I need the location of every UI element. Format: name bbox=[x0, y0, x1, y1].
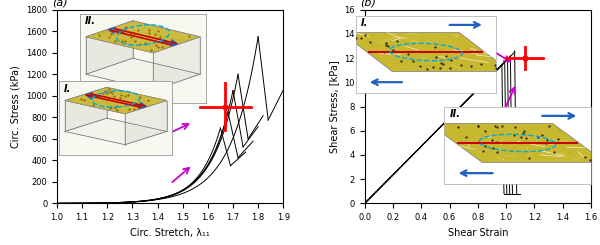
Y-axis label: Shear Stress, [kPa]: Shear Stress, [kPa] bbox=[329, 60, 339, 153]
Text: (b): (b) bbox=[360, 0, 376, 8]
Y-axis label: Circ. Stress (kPa): Circ. Stress (kPa) bbox=[11, 65, 20, 148]
X-axis label: Shear Strain: Shear Strain bbox=[448, 228, 508, 238]
X-axis label: Circ. Stretch, λ₁₁: Circ. Stretch, λ₁₁ bbox=[130, 228, 210, 238]
Text: (a): (a) bbox=[52, 0, 68, 8]
